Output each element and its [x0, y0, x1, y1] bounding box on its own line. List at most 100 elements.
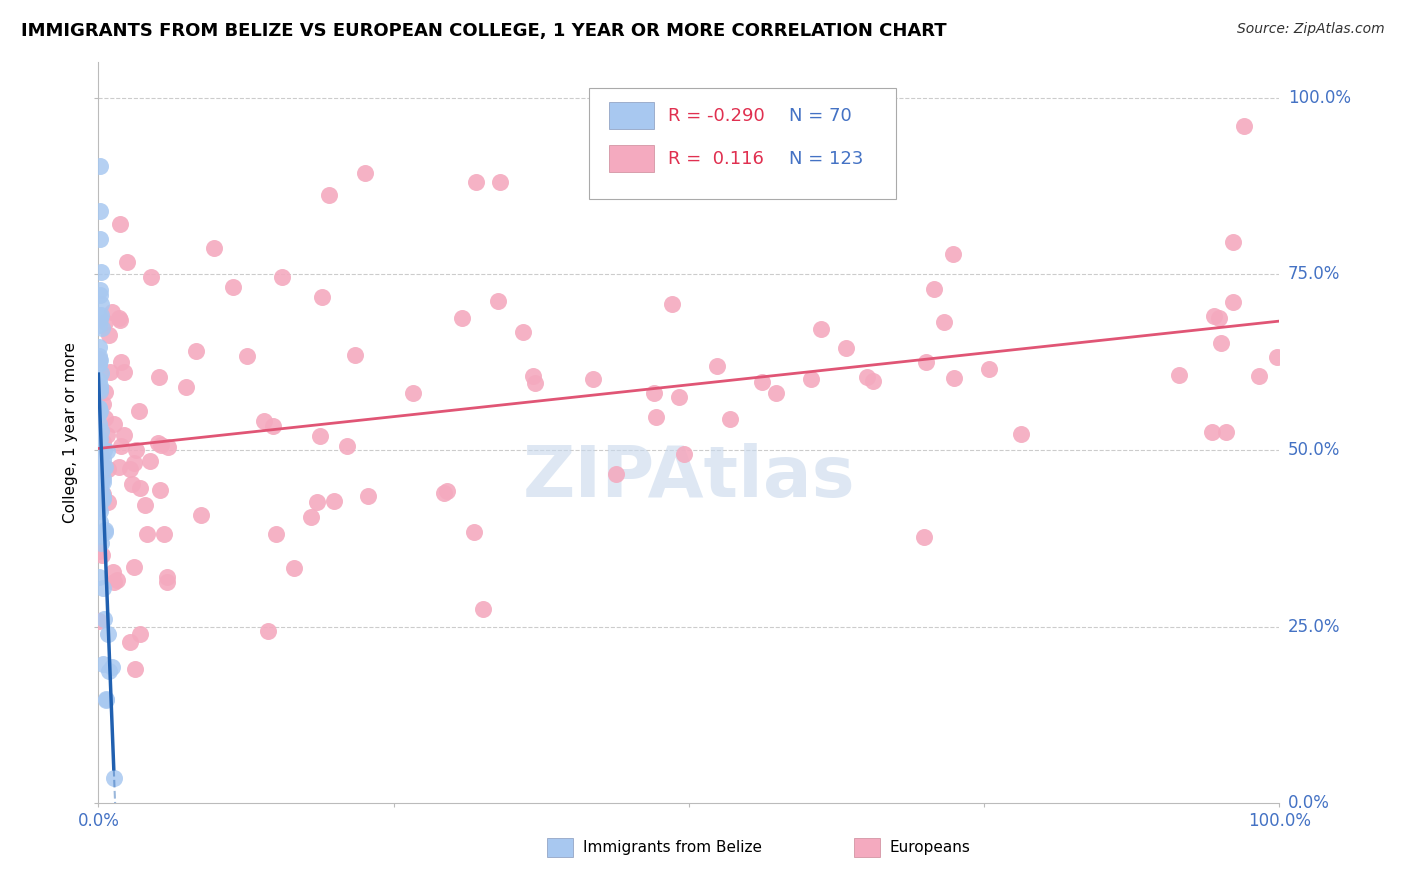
Point [89, 283, 111, 297]
Point [87, 417, 110, 432]
Text: Europeans: Europeans [890, 839, 970, 855]
Point [129, 481, 152, 495]
Point [202, 241, 225, 255]
Point [357, 490, 380, 504]
Point [112, 365, 135, 379]
Point [128, 404, 150, 418]
Point [89, 384, 111, 399]
Point [89, 500, 111, 515]
Point [1209, 336, 1232, 351]
Point [98, 327, 121, 342]
Point [87, 570, 110, 584]
Point [706, 359, 728, 373]
Point [87, 457, 110, 471]
Point [91, 657, 114, 671]
Point [751, 375, 773, 389]
Point [91, 471, 114, 485]
Point [401, 386, 423, 401]
Point [89, 493, 111, 508]
FancyBboxPatch shape [855, 838, 880, 857]
Point [94, 460, 117, 475]
Point [336, 439, 359, 453]
Point [89, 515, 111, 529]
FancyBboxPatch shape [589, 88, 896, 200]
Point [174, 379, 197, 393]
Point [87, 401, 110, 415]
Point [87, 614, 110, 628]
Point [94, 410, 117, 425]
Point [89, 529, 111, 543]
Point [91, 491, 114, 505]
Point [87, 311, 110, 326]
Point [87, 340, 110, 354]
Point [1202, 309, 1225, 323]
Point [90, 424, 112, 438]
Point [89, 373, 111, 387]
Point [90, 464, 112, 478]
Point [90, 366, 112, 380]
Point [121, 476, 143, 491]
Point [96, 444, 118, 458]
Point [489, 175, 512, 189]
Text: 75.0%: 75.0% [1288, 265, 1340, 283]
Point [668, 390, 690, 404]
Point [149, 483, 172, 498]
Point [115, 254, 138, 268]
Point [89, 232, 111, 246]
Point [103, 772, 125, 786]
Point [89, 432, 111, 446]
Point [97, 495, 120, 509]
Point [190, 508, 212, 522]
Point [94, 315, 117, 329]
Point [856, 370, 879, 384]
Point [89, 459, 111, 474]
Point [433, 486, 456, 500]
Point [943, 371, 966, 385]
Point [89, 381, 111, 395]
Point [97, 627, 120, 641]
Point [91, 451, 114, 466]
Point [93, 581, 115, 595]
Point [512, 326, 534, 340]
Point [256, 624, 278, 638]
Point [134, 498, 156, 512]
Point [344, 348, 367, 362]
Point [89, 288, 111, 302]
Point [91, 461, 114, 475]
Point [915, 355, 938, 369]
Point [91, 491, 114, 506]
Point [129, 626, 152, 640]
Point [112, 428, 135, 442]
Point [90, 321, 112, 335]
Text: N = 123: N = 123 [789, 150, 863, 168]
Point [800, 371, 823, 385]
Text: ZIPAtlas: ZIPAtlas [523, 442, 855, 511]
Point [718, 411, 741, 425]
Point [942, 247, 965, 261]
Point [318, 187, 340, 202]
Point [643, 386, 665, 401]
Point [252, 414, 274, 428]
Point [124, 442, 146, 457]
Point [101, 660, 124, 674]
Point [186, 343, 208, 358]
Point [89, 455, 111, 469]
Text: Immigrants from Belize: Immigrants from Belize [582, 839, 762, 855]
Point [1247, 369, 1270, 384]
Point [87, 318, 110, 332]
Point [862, 375, 884, 389]
Point [436, 483, 458, 498]
Point [283, 561, 305, 575]
Point [1010, 426, 1032, 441]
Point [87, 355, 110, 369]
Point [924, 282, 946, 296]
Point [89, 265, 111, 279]
Point [582, 372, 605, 386]
Point [311, 290, 333, 304]
Point [87, 308, 110, 322]
Point [90, 536, 112, 550]
Point [139, 454, 162, 468]
Point [105, 573, 128, 587]
Point [87, 489, 110, 503]
Point [101, 305, 124, 319]
